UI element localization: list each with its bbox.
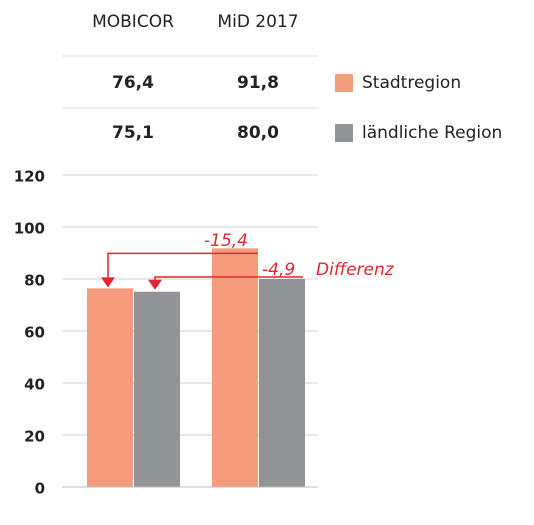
y-tick-label: 60: [24, 324, 45, 342]
table-header: MiD 2017: [217, 12, 298, 32]
y-tick-label: 120: [14, 168, 45, 186]
bar: [259, 279, 305, 487]
y-tick-label: 40: [24, 376, 45, 394]
annotation: Differenz: [316, 260, 395, 280]
legend-label: Stadtregion: [362, 73, 461, 93]
table-header: MOBICOR: [92, 12, 174, 32]
legend-swatch: [335, 74, 353, 92]
y-tick-label: 0: [35, 480, 45, 498]
legend-swatch: [335, 124, 353, 142]
table-value: 76,4: [112, 73, 154, 93]
table-value: 75,1: [112, 123, 154, 143]
legend-label: ländliche Region: [362, 123, 502, 143]
annotation: -4,9: [262, 260, 295, 280]
table-value: 91,8: [237, 73, 279, 93]
y-tick-label: 100: [14, 220, 45, 238]
bar: [87, 288, 133, 487]
arrow-head: [101, 277, 115, 288]
arrow-head: [148, 279, 162, 290]
table-value: 80,0: [237, 123, 279, 143]
y-tick-label: 20: [24, 428, 45, 446]
bar: [212, 248, 258, 487]
annotation: -15,4: [204, 231, 248, 251]
difference-arrow: [107, 252, 258, 280]
bar: [134, 291, 180, 487]
y-tick-label: 80: [24, 272, 45, 290]
